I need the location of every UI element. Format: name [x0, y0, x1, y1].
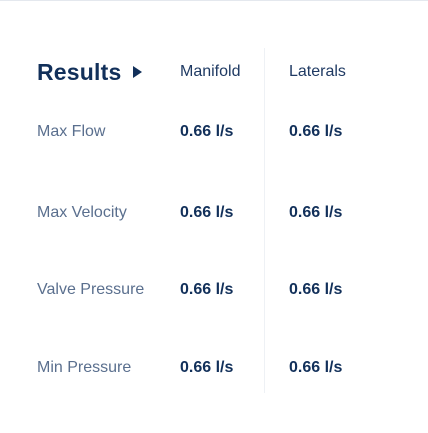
results-header[interactable]: Results: [37, 55, 143, 89]
table-row: Valve Pressure 0.66 l/s 0.66 l/s: [0, 275, 428, 305]
row-label-max-flow: Max Flow: [37, 123, 106, 140]
table-row: Max Flow 0.66 l/s 0.66 l/s: [0, 117, 428, 147]
table-row: Max Velocity 0.66 l/s 0.66 l/s: [0, 198, 428, 228]
laterals-value: 0.66 l/s: [289, 123, 343, 140]
manifold-value: 0.66 l/s: [180, 359, 234, 376]
row-label-max-velocity: Max Velocity: [37, 204, 127, 221]
manifold-value: 0.66 l/s: [180, 204, 234, 221]
laterals-value: 0.66 l/s: [289, 281, 343, 298]
row-label-valve-pressure: Valve Pressure: [37, 281, 145, 298]
laterals-value: 0.66 l/s: [289, 359, 343, 376]
top-border: [0, 0, 428, 1]
manifold-value: 0.66 l/s: [180, 281, 234, 298]
column-divider: [264, 48, 265, 393]
column-header-manifold: Manifold: [180, 63, 241, 80]
manifold-value: 0.66 l/s: [180, 123, 234, 140]
table-row: Min Pressure 0.66 l/s 0.66 l/s: [0, 353, 428, 383]
laterals-value: 0.66 l/s: [289, 204, 343, 221]
column-header-laterals: Laterals: [289, 63, 346, 80]
triangle-right-icon[interactable]: [133, 66, 143, 78]
row-label-min-pressure: Min Pressure: [37, 359, 132, 376]
results-title: Results: [37, 58, 122, 85]
